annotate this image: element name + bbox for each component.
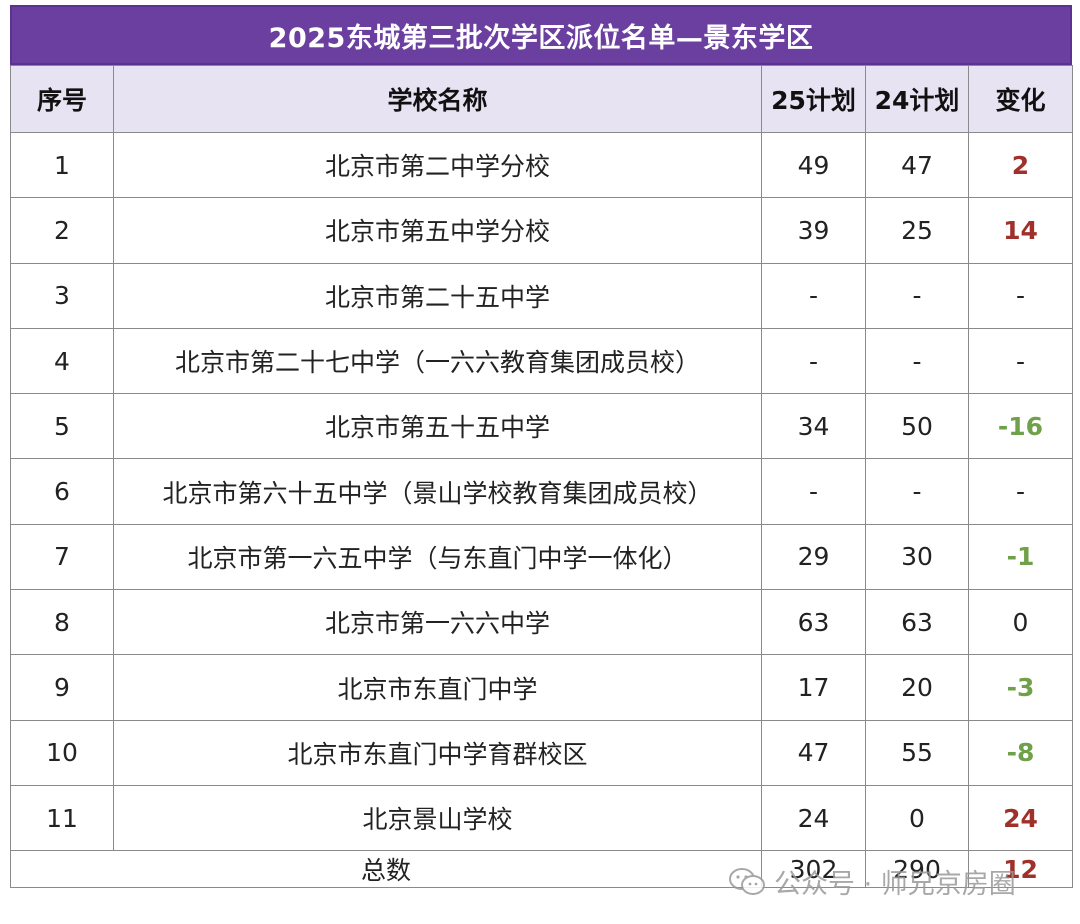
- row-plan-24: 25: [865, 197, 969, 264]
- row-change: 0: [968, 589, 1073, 656]
- total-label: 总数: [10, 850, 762, 889]
- table-row: 1 北京市第二中学分校 49 47 2: [10, 131, 1073, 199]
- row-plan-24: 20: [865, 654, 969, 721]
- header-row: 序号 学校名称 25计划 24计划 变化: [10, 65, 1073, 133]
- header-plan-24: 24计划: [865, 65, 969, 133]
- row-no: 3: [10, 262, 114, 329]
- row-plan-25: 24: [761, 784, 866, 852]
- row-school-name: 北京市第二十五中学: [113, 262, 762, 329]
- row-school-name: 北京市第五十五中学: [113, 393, 762, 460]
- row-plan-25: -: [761, 327, 866, 395]
- row-change: 24: [968, 784, 1073, 852]
- header-no: 序号: [10, 65, 114, 133]
- row-plan-25: 49: [761, 131, 866, 199]
- row-no: 8: [10, 589, 114, 656]
- watermark-text: 公众号 · 师兄京房圈: [774, 869, 1016, 900]
- wechat-icon: [729, 867, 765, 895]
- table-row: 3 北京市第二十五中学 - - -: [10, 262, 1073, 329]
- row-no: 4: [10, 327, 114, 395]
- row-no: 10: [10, 719, 114, 786]
- table-row: 8 北京市第一六六中学 63 63 0: [10, 589, 1073, 656]
- row-change: -1: [968, 523, 1073, 591]
- table-row: 4 北京市第二十七中学（一六六教育集团成员校） - - -: [10, 327, 1073, 395]
- table-title: 2025东城第三批次学区派位名单—景东学区: [10, 5, 1072, 65]
- row-school-name: 北京市第二十七中学（一六六教育集团成员校）: [113, 327, 762, 395]
- row-plan-25: 47: [761, 719, 866, 786]
- row-plan-24: 30: [865, 523, 969, 591]
- row-change: 2: [968, 131, 1073, 199]
- row-plan-25: 63: [761, 589, 866, 656]
- row-change: -16: [968, 393, 1073, 460]
- header-school: 学校名称: [113, 65, 762, 133]
- total-change: 12: [968, 850, 1073, 889]
- row-change: -3: [968, 654, 1073, 721]
- row-change: -: [968, 262, 1073, 329]
- row-school-name: 北京市第二中学分校: [113, 131, 762, 199]
- row-change: -: [968, 327, 1073, 395]
- row-no: 2: [10, 197, 114, 264]
- row-plan-25: 29: [761, 523, 866, 591]
- table-row: 10 北京市东直门中学育群校区 47 55 -8: [10, 719, 1073, 786]
- table-row: 2 北京市第五中学分校 39 25 14: [10, 197, 1073, 264]
- row-plan-24: -: [865, 458, 969, 525]
- row-plan-25: 34: [761, 393, 866, 460]
- row-no: 7: [10, 523, 114, 591]
- row-change: 14: [968, 197, 1073, 264]
- row-plan-24: 50: [865, 393, 969, 460]
- header-plan-25: 25计划: [761, 65, 866, 133]
- row-plan-24: 63: [865, 589, 969, 656]
- row-plan-25: -: [761, 262, 866, 329]
- header-change: 变化: [968, 65, 1073, 133]
- row-plan-24: 0: [865, 784, 969, 852]
- row-plan-24: -: [865, 262, 969, 329]
- watermark: 公众号 · 师兄京房圈: [728, 862, 1016, 901]
- row-school-name: 北京市第六十五中学（景山学校教育集团成员校）: [113, 458, 762, 525]
- row-no: 6: [10, 458, 114, 525]
- row-school-name: 北京景山学校: [113, 784, 762, 852]
- table-container: 2025东城第三批次学区派位名单—景东学区 序号 学校名称 25计划 24计划 …: [10, 5, 1073, 889]
- row-plan-24: 55: [865, 719, 969, 786]
- row-no: 1: [10, 131, 114, 199]
- total-plan-25: 302: [761, 850, 866, 889]
- row-school-name: 北京市第一六五中学（与东直门中学一体化）: [113, 523, 762, 591]
- table-row: 5 北京市第五十五中学 34 50 -16: [10, 393, 1073, 460]
- row-no: 9: [10, 654, 114, 721]
- row-school-name: 北京市东直门中学育群校区: [113, 719, 762, 786]
- row-plan-24: -: [865, 327, 969, 395]
- table-body: 1 北京市第二中学分校 49 47 2 2 北京市第五中学分校 39 25 14 3 北京市第二十五中…: [10, 131, 1073, 852]
- row-school-name: 北京市东直门中学: [113, 654, 762, 721]
- row-no: 11: [10, 784, 114, 852]
- row-no: 5: [10, 393, 114, 460]
- row-plan-25: 17: [761, 654, 866, 721]
- row-plan-24: 47: [865, 131, 969, 199]
- row-plan-25: -: [761, 458, 866, 525]
- table-row: 6 北京市第六十五中学（景山学校教育集团成员校） - - -: [10, 458, 1073, 525]
- row-change: -: [968, 458, 1073, 525]
- table-row: 9 北京市东直门中学 17 20 -3: [10, 654, 1073, 721]
- table-row: 7 北京市第一六五中学（与东直门中学一体化） 29 30 -1: [10, 523, 1073, 591]
- total-row: 总数 302 290 12: [10, 850, 1073, 889]
- row-school-name: 北京市第一六六中学: [113, 589, 762, 656]
- row-plan-25: 39: [761, 197, 866, 264]
- total-plan-24: 290: [865, 850, 969, 889]
- allocation-table: 序号 学校名称 25计划 24计划 变化 1 北京市第二中学分校 49 47 2 2 北京市…: [10, 65, 1073, 889]
- table-row: 11 北京景山学校 24 0 24: [10, 784, 1073, 852]
- row-school-name: 北京市第五中学分校: [113, 197, 762, 264]
- row-change: -8: [968, 719, 1073, 786]
